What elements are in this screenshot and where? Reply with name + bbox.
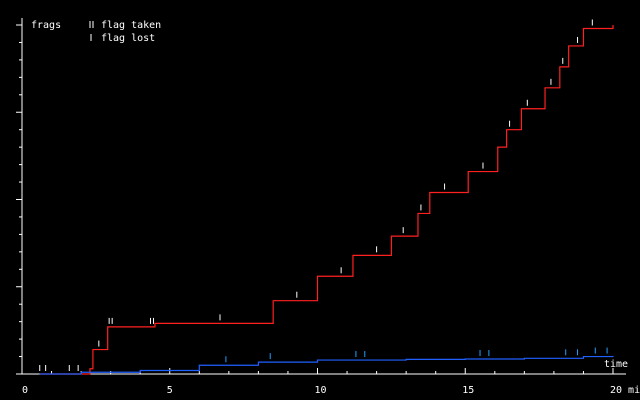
x-tick-label: 0 [22,385,28,396]
y-axis-label: frags [31,20,61,31]
x-tick-label: 15 [462,385,474,396]
legend-label: flag lost [101,33,155,44]
series-line [39,25,614,375]
legend: flag taken flag lost [89,20,161,44]
legend-label: flag taken [101,20,161,31]
series-line [39,355,614,375]
x-tick-label: 20 min [610,385,640,396]
x-tick-label: 5 [167,385,173,396]
x-tick-label: 10 [315,385,327,396]
x-axis-label: time [604,359,628,370]
